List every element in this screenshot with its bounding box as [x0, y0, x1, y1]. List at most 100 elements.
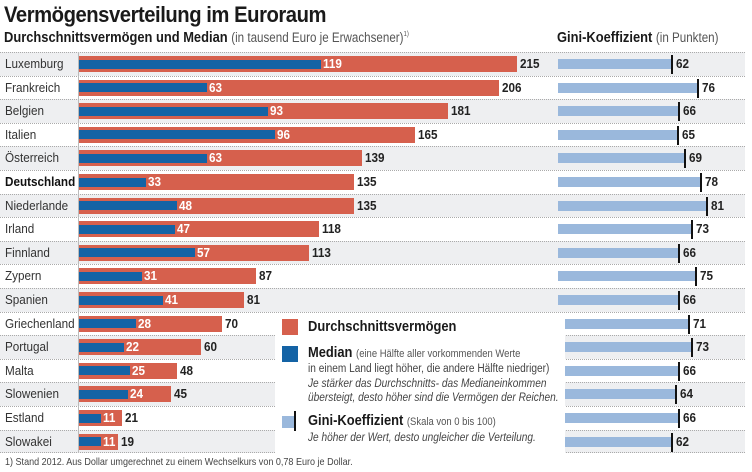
label-average: 45: [173, 386, 187, 402]
label-median: 22: [125, 339, 139, 355]
gini-marker: [678, 361, 681, 381]
label-gini: 66: [683, 362, 697, 378]
bar-gini: [558, 365, 680, 376]
label-average: 60: [204, 339, 218, 355]
gini-marker: [691, 338, 694, 358]
bar-gini: [558, 106, 680, 117]
country-label: Frankreich: [5, 79, 61, 95]
country-label: Österreich: [5, 150, 59, 166]
legend-median-note-2: in einem Land liegt höher, die andere Hä…: [308, 363, 550, 375]
label-median: 48: [178, 197, 192, 213]
chart-subtitle: Durchschnittsvermögen und Median (in tau…: [4, 29, 409, 46]
gini-title: Gini-Koeffizient (in Punkten): [557, 29, 719, 46]
label-gini: 78: [705, 174, 719, 189]
axis-divider: [78, 52, 79, 453]
label-average: 215: [520, 56, 540, 71]
bar-median: [79, 224, 175, 234]
bar-median: [79, 106, 269, 116]
chart-title: Vermögensverteilung im Euroraum: [4, 2, 327, 27]
label-gini: 66: [683, 103, 697, 119]
legend-gini-note: Je höher der Wert, desto ungleicher die …: [308, 432, 536, 444]
bar-median: [79, 248, 196, 258]
gini-marker: [696, 78, 699, 98]
label-gini: 76: [701, 79, 715, 95]
chart-row: Österreich 63 139 69: [0, 146, 745, 170]
label-median: 41: [164, 292, 178, 307]
bar-median: [79, 271, 143, 281]
subtitle-unit: (in tausend Euro je Erwachsener): [231, 30, 404, 45]
label-average: 139: [365, 150, 385, 166]
label-median: 96: [276, 126, 290, 142]
bar-gini: [558, 389, 676, 400]
legend-label-average: Durchschnittsvermögen: [308, 318, 457, 335]
legend-median-note-3: Je stärker das Durchschnitts- das Median…: [308, 378, 547, 390]
label-gini: 71: [692, 315, 706, 331]
label-median: 93: [270, 103, 284, 119]
label-median: 119: [323, 56, 343, 71]
bar-gini: [558, 59, 672, 69]
legend-swatch-median: [282, 346, 298, 362]
country-label: Slowenien: [5, 386, 59, 402]
country-label: Niederlande: [5, 197, 69, 213]
legend-gini-title: Gini-Koeffizient: [308, 412, 404, 429]
bar-median: [79, 201, 177, 211]
bar-median: [79, 413, 102, 423]
label-gini: 73: [696, 221, 710, 237]
chart-row: Frankreich 63 206 76: [0, 75, 745, 100]
country-label: Spanien: [5, 292, 48, 307]
bar-median: [79, 342, 124, 352]
label-gini: 66: [683, 410, 697, 425]
label-gini: 66: [683, 292, 697, 307]
label-median: 33: [148, 174, 162, 189]
country-label: Portugal: [5, 339, 49, 355]
bar-gini: [558, 342, 693, 353]
country-label: Belgien: [5, 103, 45, 119]
gini-marker: [694, 267, 697, 287]
gini-marker: [683, 149, 686, 169]
bar-median: [79, 366, 130, 376]
chart-row: Luxemburg 119 215 62: [0, 52, 745, 76]
label-average: 48: [179, 362, 193, 378]
label-average: 135: [357, 197, 377, 213]
label-gini: 62: [676, 433, 690, 449]
country-label: Deutschland: [5, 174, 76, 189]
country-label: Finnland: [5, 244, 50, 260]
gini-title-unit: (in Punkten): [655, 30, 719, 45]
label-median: 63: [209, 150, 223, 166]
label-gini: 69: [688, 150, 702, 166]
label-average: 181: [450, 103, 471, 119]
label-average: 21: [124, 410, 138, 425]
legend-median-note-4: übersteigt, desto höher sind die Vermöge…: [308, 392, 559, 404]
label-average: 135: [357, 174, 377, 189]
label-average: 206: [501, 79, 522, 95]
chart-row: Italien 96 165 65: [0, 122, 745, 147]
bar-gini: [558, 82, 698, 93]
subtitle-bold: Durchschnittsvermögen und Median: [4, 29, 228, 46]
bar-gini: [558, 413, 680, 423]
label-gini: 81: [710, 197, 724, 213]
gini-marker: [687, 314, 690, 334]
bar-median: [79, 437, 102, 447]
bar-median: [79, 319, 137, 329]
gini-marker: [678, 291, 681, 310]
bar-median: [79, 130, 275, 140]
country-label: Luxemburg: [5, 56, 64, 71]
legend-median-note-1: (eine Hälfte aller vorkommenden Werte: [356, 348, 521, 360]
country-label: Estland: [5, 410, 45, 425]
legend-median-title: Median: [308, 344, 353, 361]
bar-median: [79, 153, 208, 163]
label-median: 31: [144, 268, 158, 284]
label-median: 63: [209, 79, 223, 95]
bar-gini: [558, 271, 696, 282]
bar-median: [79, 83, 208, 93]
footnote: 1) Stand 2012. Aus Dollar umgerechnet zu…: [5, 456, 353, 468]
label-median: 11: [103, 433, 116, 449]
label-gini: 65: [681, 126, 695, 142]
label-gini: 66: [683, 244, 697, 260]
country-label: Griechenland: [5, 315, 75, 331]
gini-marker: [691, 220, 694, 240]
bar-gini: [558, 177, 702, 187]
bar-median: [79, 59, 322, 69]
gini-marker: [671, 55, 673, 74]
gini-marker: [678, 102, 681, 122]
